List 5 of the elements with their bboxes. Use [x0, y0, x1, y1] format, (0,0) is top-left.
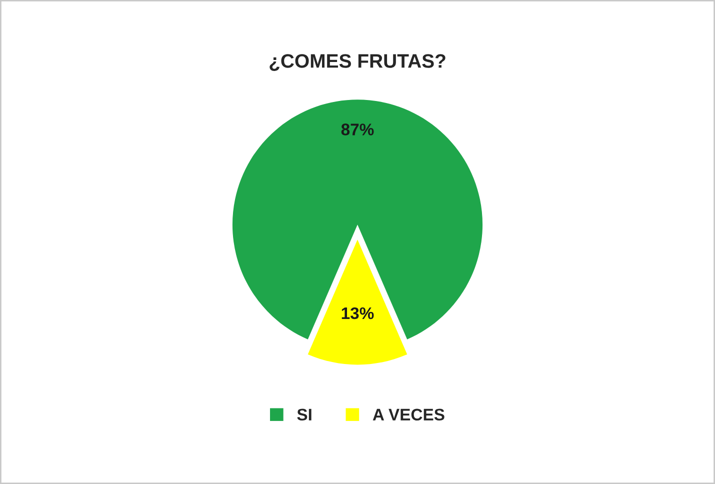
data-label: 13% — [342, 307, 374, 320]
data-label: 87% — [341, 124, 374, 136]
legend-label: SI — [297, 408, 312, 421]
chart-title: ¿COMES FRUTAS? — [270, 54, 446, 71]
legend-label: A VECES — [372, 408, 444, 421]
